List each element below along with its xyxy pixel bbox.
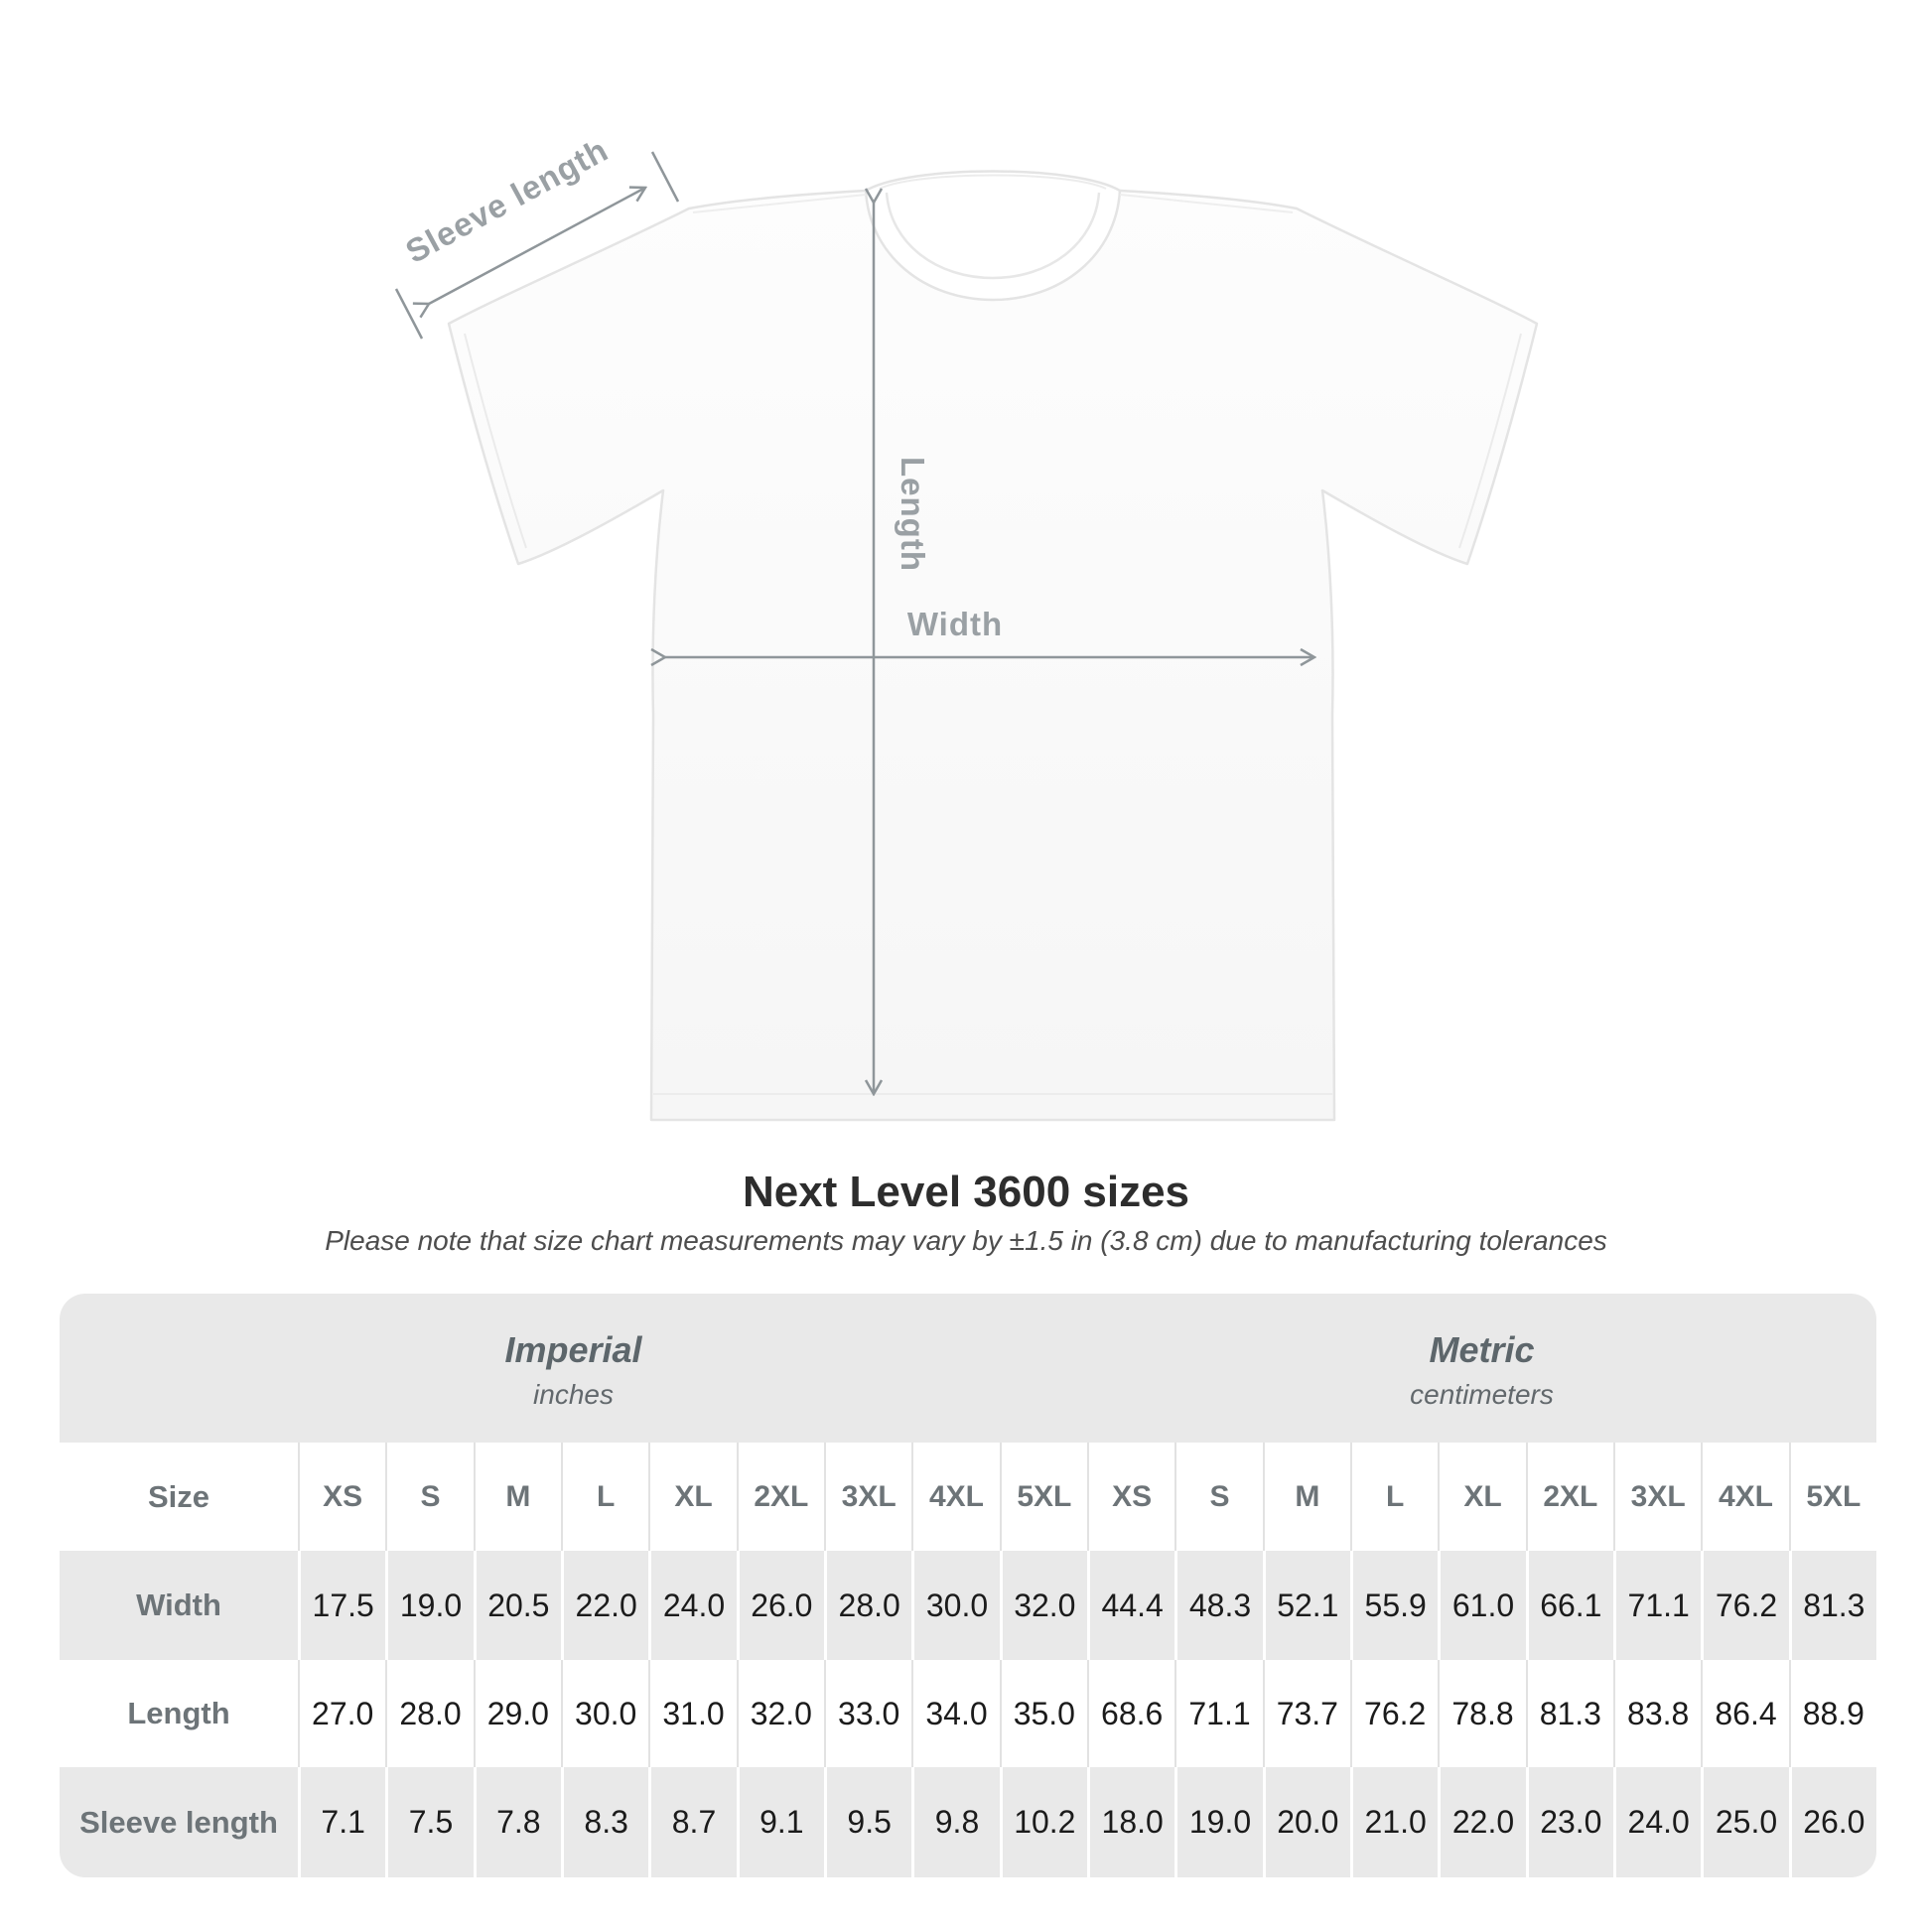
table-cell: 71.1 xyxy=(1174,1660,1263,1767)
metric-group-label: Metric xyxy=(1429,1329,1535,1370)
table-cell: 28.0 xyxy=(385,1660,474,1767)
table-cell: 24.0 xyxy=(1613,1767,1701,1877)
table-cell: 19.0 xyxy=(1174,1767,1262,1877)
table-cell: 9.1 xyxy=(736,1767,824,1877)
size-col-header: L xyxy=(561,1443,649,1551)
size-table: Imperial inches Metric centimeters Size X… xyxy=(60,1294,1876,1877)
table-cell: 52.1 xyxy=(1262,1551,1350,1660)
size-col-header: 4XL xyxy=(1701,1443,1789,1551)
row-label: Width xyxy=(136,1587,221,1622)
table-cell: 23.0 xyxy=(1525,1767,1613,1877)
table-cell: 73.7 xyxy=(1262,1660,1350,1767)
size-col-header: 2XL xyxy=(736,1443,824,1551)
table-cell: 55.9 xyxy=(1350,1551,1438,1660)
table-cell: 81.3 xyxy=(1788,1551,1876,1660)
table-cell: 21.0 xyxy=(1350,1767,1438,1877)
table-cell: 7.8 xyxy=(473,1767,561,1877)
table-cell: 7.1 xyxy=(298,1767,385,1877)
table-cell: 17.5 xyxy=(298,1551,385,1660)
table-cell: 32.0 xyxy=(999,1551,1087,1660)
table-cell: 66.1 xyxy=(1525,1551,1613,1660)
imperial-group-label: Imperial xyxy=(504,1329,642,1370)
size-col-header: 5XL xyxy=(999,1443,1087,1551)
metric-group-unit: centimeters xyxy=(1410,1379,1554,1410)
size-col-header: 2XL xyxy=(1525,1443,1613,1551)
row-label: Sleeve length xyxy=(79,1804,278,1840)
table-cell: 30.0 xyxy=(911,1551,999,1660)
table-cell: 10.2 xyxy=(999,1767,1087,1877)
table-cell: 22.0 xyxy=(561,1551,648,1660)
table-cell: 48.3 xyxy=(1174,1551,1262,1660)
table-cell: 28.0 xyxy=(824,1551,911,1660)
table-cell: 20.0 xyxy=(1262,1767,1350,1877)
table-cell: 86.4 xyxy=(1701,1660,1789,1767)
table-cell: 25.0 xyxy=(1701,1767,1788,1877)
imperial-group-unit: inches xyxy=(533,1379,614,1410)
table-cell: 24.0 xyxy=(648,1551,736,1660)
table-cell: 68.6 xyxy=(1087,1660,1175,1767)
width-label: Width xyxy=(907,606,1003,642)
tshirt-illustration xyxy=(447,170,1539,1122)
table-cell: 19.0 xyxy=(385,1551,473,1660)
table-cell: 83.8 xyxy=(1613,1660,1702,1767)
page-title: Next Level 3600 sizes xyxy=(742,1168,1190,1216)
table-cell: 8.7 xyxy=(648,1767,736,1877)
table-cell: 33.0 xyxy=(824,1660,912,1767)
table-cell: 20.5 xyxy=(473,1551,561,1660)
table-cell: 8.3 xyxy=(561,1767,648,1877)
table-cell: 7.5 xyxy=(385,1767,473,1877)
table-cell: 35.0 xyxy=(999,1660,1087,1767)
table-cell: 26.0 xyxy=(1788,1767,1876,1877)
row-label: Length xyxy=(60,1660,298,1767)
size-col-header: S xyxy=(1174,1443,1263,1551)
size-col-header: 4XL xyxy=(911,1443,1000,1551)
length-label: Length xyxy=(895,457,931,572)
size-corner-label: Size xyxy=(60,1443,298,1551)
table-cell: 18.0 xyxy=(1087,1767,1174,1877)
table-cell: 61.0 xyxy=(1438,1551,1525,1660)
size-col-header: M xyxy=(473,1443,561,1551)
table-cell: 27.0 xyxy=(298,1660,386,1767)
sleeve-length-label: Sleeve length xyxy=(399,131,614,270)
table-cell: 32.0 xyxy=(736,1660,824,1767)
table-cell: 76.2 xyxy=(1350,1660,1439,1767)
metric-group-header: Metric centimeters xyxy=(1087,1294,1876,1443)
size-col-header: L xyxy=(1350,1443,1439,1551)
table-cell: 22.0 xyxy=(1438,1767,1525,1877)
tolerance-note: Please note that size chart measurements… xyxy=(325,1225,1607,1256)
table-cell: 26.0 xyxy=(736,1551,824,1660)
table-cell: 81.3 xyxy=(1525,1660,1613,1767)
size-col-header: XL xyxy=(648,1443,737,1551)
size-col-header: S xyxy=(385,1443,474,1551)
imperial-group-header: Imperial inches xyxy=(60,1294,1087,1443)
table-cell: 30.0 xyxy=(561,1660,649,1767)
table-cell: 9.8 xyxy=(911,1767,999,1877)
table-cell: 34.0 xyxy=(911,1660,1000,1767)
table-cell: 29.0 xyxy=(473,1660,561,1767)
table-cell: 88.9 xyxy=(1788,1660,1876,1767)
size-col-header: XS xyxy=(298,1443,386,1551)
table-cell: 78.8 xyxy=(1438,1660,1526,1767)
size-col-header: M xyxy=(1262,1443,1350,1551)
tshirt-measurement-diagram: Sleeve length Length Width xyxy=(394,131,1539,1122)
size-col-header: 3XL xyxy=(824,1443,912,1551)
table-cell: 31.0 xyxy=(648,1660,737,1767)
table-cell: 44.4 xyxy=(1087,1551,1174,1660)
table-cell: 9.5 xyxy=(824,1767,911,1877)
size-col-header: XL xyxy=(1438,1443,1526,1551)
table-cell: 71.1 xyxy=(1613,1551,1701,1660)
size-col-header: 3XL xyxy=(1613,1443,1702,1551)
table-cell: 76.2 xyxy=(1701,1551,1788,1660)
sleeve-length-dimension xyxy=(394,151,680,340)
size-col-header: 5XL xyxy=(1788,1443,1876,1551)
size-col-header: XS xyxy=(1087,1443,1175,1551)
